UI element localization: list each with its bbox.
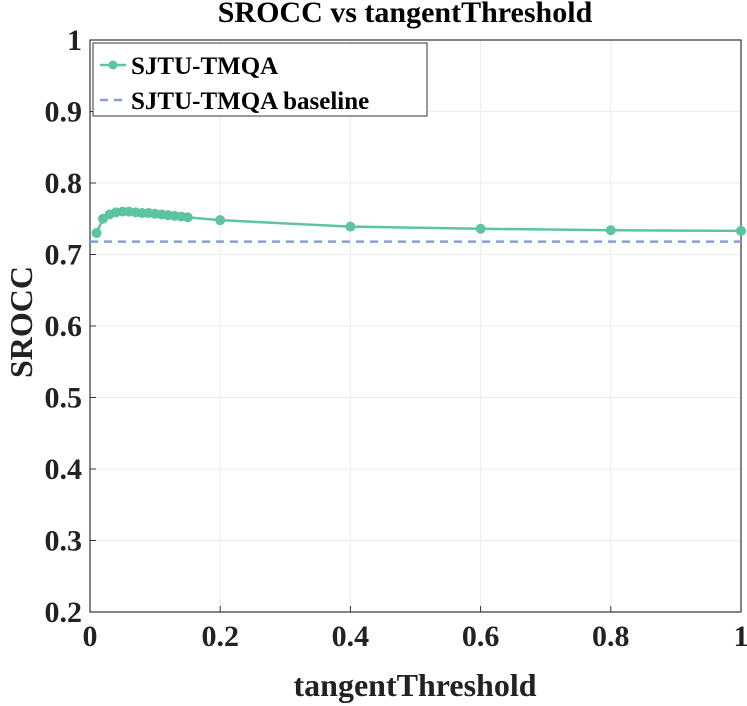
y-tick-label: 0.2 (45, 596, 83, 629)
data-point (182, 212, 193, 223)
x-tick-label: 0.6 (462, 620, 500, 653)
series-layer (90, 206, 746, 243)
data-point (475, 223, 486, 234)
x-tick-label: 1 (734, 620, 747, 653)
data-point (215, 215, 226, 226)
legend-label-baseline: SJTU-TMQA baseline (131, 88, 369, 115)
y-tick-label: 0.6 (45, 310, 83, 343)
legend: SJTU-TMQA SJTU-TMQA baseline (92, 42, 428, 117)
x-tick-label: 0.4 (332, 620, 370, 653)
data-point (91, 228, 102, 239)
y-tick-label: 0.8 (45, 167, 83, 200)
data-point (605, 225, 616, 236)
y-tick-label: 0.3 (45, 525, 83, 558)
y-tick-label: 0.5 (45, 382, 83, 415)
x-tick-label: 0 (83, 620, 98, 653)
chart-title: SROCC vs tangentThreshold (218, 0, 593, 29)
legend-marker-sjtu-tmqa (108, 60, 118, 70)
x-tick-labels: 0 0.2 0.4 0.6 0.8 1 (83, 606, 747, 653)
x-axis-label: tangentThreshold (293, 667, 536, 703)
legend-box (92, 42, 428, 117)
y-tick-label: 0.9 (45, 96, 83, 129)
y-tick-label: 0.7 (45, 239, 83, 272)
y-tick-label: 0.4 (45, 453, 83, 486)
data-point (736, 225, 746, 236)
legend-label-sjtu-tmqa: SJTU-TMQA (131, 53, 278, 80)
x-tick-label: 0.8 (592, 620, 630, 653)
data-point (345, 221, 356, 232)
y-tick-labels: 0.2 0.3 0.4 0.5 0.6 0.7 0.8 0.9 1 (45, 24, 96, 629)
y-axis-label: SROCC (3, 266, 39, 378)
x-tick-label: 0.2 (201, 620, 239, 653)
y-tick-label: 1 (67, 24, 82, 57)
